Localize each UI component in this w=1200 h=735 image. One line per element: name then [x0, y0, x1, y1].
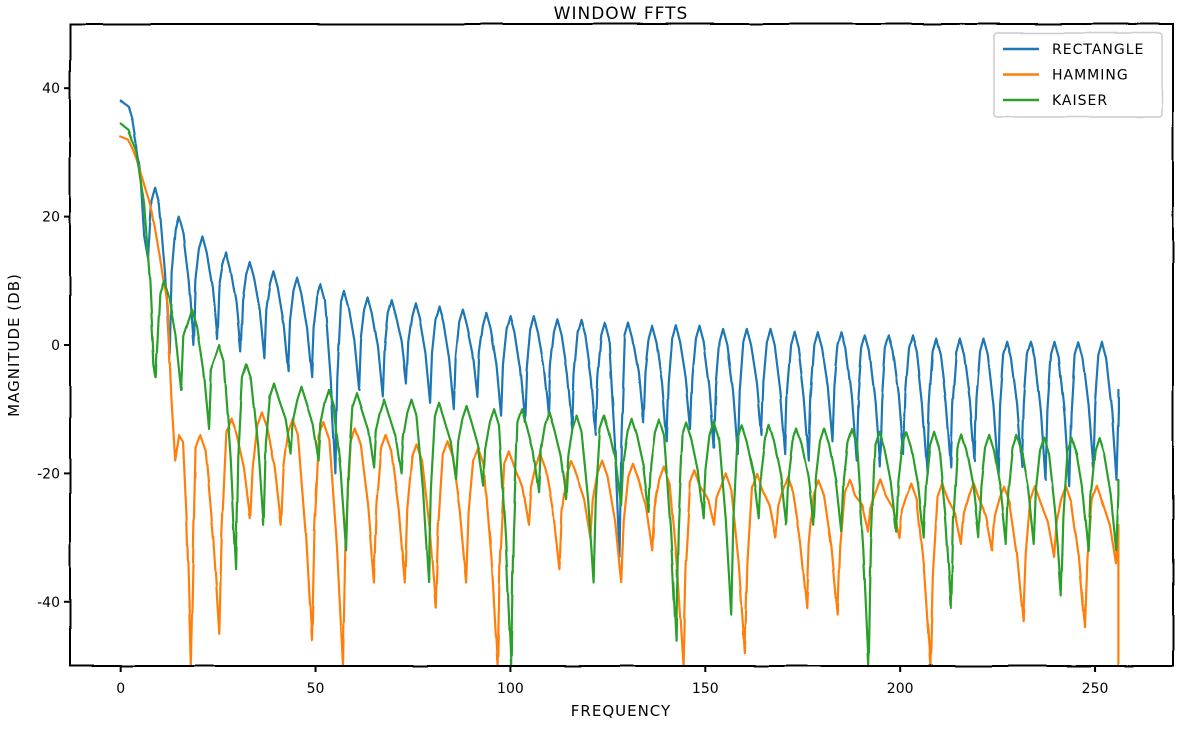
y-axis-label: MAGNITUDE (DB) [5, 273, 23, 417]
y-tick-label: 40 [42, 81, 60, 97]
x-tick-label: 0 [116, 681, 125, 697]
legend: RECTANGLE HAMMING KAISER [993, 32, 1163, 118]
series-line-kaiser [119, 122, 1120, 666]
x-ticks: 0 50 100 150 200 250 [116, 666, 1108, 697]
y-tick-label: 0 [51, 338, 60, 354]
series-layer [119, 99, 1120, 666]
x-axis-label: FREQUENCY [571, 702, 671, 720]
x-tick-label: 50 [307, 681, 325, 697]
legend-box [993, 32, 1163, 118]
legend-label-hamming: HAMMING [1052, 68, 1129, 84]
x-tick-label: 250 [1082, 681, 1109, 697]
y-tick-label: 20 [42, 210, 60, 226]
y-ticks: -40 -20 0 20 40 [37, 81, 70, 611]
series-line-rectangle [119, 99, 1120, 558]
chart-title: WINDOW FFTS [554, 4, 689, 24]
x-tick-label: 150 [692, 681, 719, 697]
x-tick-label: 100 [497, 681, 524, 697]
y-tick-label: -20 [37, 466, 60, 482]
legend-label-kaiser: KAISER [1052, 93, 1108, 109]
x-tick-label: 200 [887, 681, 914, 697]
y-tick-label: -40 [37, 595, 60, 611]
legend-label-rectangle: RECTANGLE [1052, 42, 1144, 58]
